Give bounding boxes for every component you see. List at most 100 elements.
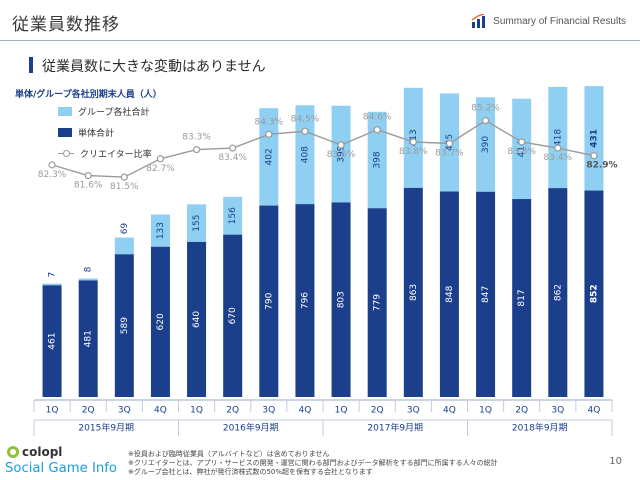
bar-label-standalone: 803 — [337, 291, 347, 308]
x-tick-label: 3Q — [551, 406, 564, 416]
bar-standalone-segment — [78, 280, 98, 397]
bar-label-group: 69 — [120, 223, 130, 235]
bar-label-group: 414 — [517, 140, 527, 157]
x-tick-label: 4Q — [299, 406, 312, 416]
ratio-label: 82.3% — [38, 170, 67, 180]
bar-label-group: 418 — [553, 129, 563, 146]
bar-group-segment — [367, 111, 387, 209]
bar-group-segment — [150, 214, 170, 247]
bar-label-group: 133 — [156, 222, 166, 239]
bar-label-standalone: 796 — [300, 292, 310, 309]
bar-standalone-segment — [476, 191, 496, 397]
x-tick-label: 1Q — [190, 406, 203, 416]
svg-text:colopl: colopl — [22, 445, 62, 459]
bar-label-standalone: 863 — [409, 284, 419, 301]
legend-swatch-ratio — [58, 149, 74, 158]
legend-swatch-standalone — [58, 128, 72, 137]
bar-standalone-segment — [42, 285, 62, 397]
ratio-label: 83.3% — [182, 133, 211, 143]
page-subtitle: 従業員数に大きな変動はありません — [42, 59, 266, 75]
ratio-point — [481, 116, 490, 125]
bar-label-group: 155 — [192, 215, 202, 232]
ratio-label: 84.5% — [291, 114, 320, 124]
bar-standalone-segment — [295, 204, 315, 397]
bar-standalone-segment — [114, 254, 134, 397]
ratio-point — [590, 152, 598, 160]
bar-group-segment — [548, 86, 568, 189]
ratio-point — [265, 130, 273, 138]
bar-label-standalone: 848 — [445, 285, 455, 302]
ratio-point — [192, 146, 201, 154]
bar-standalone-segment — [584, 190, 604, 397]
page-title: 従業員数推移 — [12, 15, 120, 35]
bar-label-standalone: 461 — [48, 333, 58, 350]
legend-label-group: グループ各社合計 — [78, 108, 150, 118]
bar-label-group: 156 — [228, 207, 238, 224]
footnote-3: ※グループ会社とは、弊社が発行済株式数の50%超を保有する会社となります — [128, 468, 373, 476]
bar-standalone-segment — [512, 199, 532, 397]
bar-label-group: 398 — [373, 151, 383, 168]
bar-standalone-segment — [150, 246, 170, 397]
bar-label-standalone: 779 — [373, 294, 383, 311]
legend-swatch-group — [58, 107, 72, 116]
footnote-1: ※役員および臨時従業員（アルバイトなど）は含めておりません — [128, 450, 330, 458]
ratio-label: 81.6% — [74, 181, 103, 191]
bar-group-segment — [295, 105, 315, 205]
ratio-point — [48, 161, 56, 169]
bar-label-group: 408 — [300, 146, 310, 163]
ratio-label: 83.4% — [544, 153, 573, 163]
chart-title: 単体/グループ各社別期末人員（人） — [15, 90, 162, 100]
bar-label-standalone: 620 — [156, 313, 166, 330]
bar-group-segment — [331, 105, 351, 203]
bar-label-standalone: 589 — [120, 317, 130, 334]
x-tick-label: 2Q — [226, 406, 239, 416]
ratio-label: 83.6% — [327, 150, 356, 160]
x-tick-label: 3Q — [118, 406, 131, 416]
bar-label-standalone: 640 — [192, 311, 202, 328]
bar-standalone-segment — [403, 187, 423, 397]
bar-group-segment — [78, 278, 98, 281]
page-number: 10 — [609, 456, 622, 467]
x-tick-label: 1Q — [335, 406, 348, 416]
x-tick-label: 4Q — [443, 406, 456, 416]
bar-group-segment — [476, 97, 496, 192]
bar-standalone-segment — [187, 241, 207, 397]
ratio-line — [51, 119, 595, 178]
ratio-point — [518, 138, 526, 146]
x-tick-label: 2Q — [515, 406, 528, 416]
bar-group-segment — [403, 87, 423, 188]
bar-label-standalone: 817 — [517, 289, 527, 306]
bar-group-segment — [187, 204, 207, 242]
bar-group-segment — [259, 108, 279, 206]
ratio-point — [229, 144, 237, 152]
bar-standalone-segment — [367, 208, 387, 397]
brand-label: Summary of Financial Results — [493, 15, 626, 27]
ratio-point — [409, 138, 417, 146]
chart-legend: グループ各社合計 単体合計 クリエイター比率 — [58, 101, 152, 164]
ratio-label: 83.4% — [218, 153, 247, 163]
bar-label-standalone: 670 — [228, 307, 238, 324]
bar-group-segment — [114, 237, 134, 255]
x-group-label: 2015年9月期 — [78, 422, 134, 434]
x-tick-label: 3Q — [407, 406, 420, 416]
legend-label-standalone: 単体合計 — [78, 129, 115, 139]
brand-header: Summary of Financial Results — [471, 14, 626, 28]
ratio-label: 82.7% — [146, 164, 175, 174]
ratio-point — [301, 127, 309, 135]
bar-label-standalone: 862 — [553, 284, 563, 301]
bar-label-standalone: 790 — [264, 292, 274, 309]
x-tick-label: 3Q — [262, 406, 275, 416]
legend-label-ratio: クリエイター比率 — [80, 150, 152, 160]
x-tick-label: 2Q — [82, 406, 95, 416]
bar-label-group: 431 — [589, 129, 599, 148]
ratio-label: 81.5% — [110, 182, 139, 192]
bar-standalone-segment — [439, 191, 459, 397]
ratio-label: 84.3% — [255, 117, 284, 127]
ratio-label: 84.6% — [363, 113, 392, 123]
svg-text:Social Game Info: Social Game Info — [5, 461, 117, 476]
legend-item-standalone: 単体合計 — [58, 122, 152, 143]
bar-label-standalone: 852 — [589, 284, 599, 303]
bar-label-group: 7 — [48, 272, 58, 278]
ratio-point — [156, 155, 165, 163]
